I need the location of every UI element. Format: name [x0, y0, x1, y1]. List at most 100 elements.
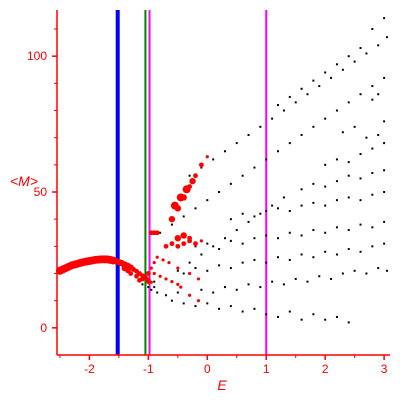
- data-point: [170, 280, 174, 284]
- data-point: [306, 93, 309, 96]
- data-point: [247, 220, 250, 223]
- data-point: [300, 188, 303, 191]
- data-point: [179, 285, 183, 289]
- data-point: [330, 277, 333, 280]
- data-point: [271, 204, 274, 207]
- data-point: [335, 199, 338, 202]
- data-point: [253, 215, 256, 218]
- data-point: [155, 255, 159, 259]
- data-point: [300, 253, 303, 256]
- data-point: [241, 212, 244, 215]
- data-point: [371, 171, 374, 174]
- data-point: [341, 68, 344, 71]
- data-point: [353, 269, 356, 272]
- data-point: [271, 117, 274, 120]
- data-point: [383, 191, 386, 194]
- data-point: [265, 261, 268, 264]
- data-point: [161, 258, 165, 262]
- data-point: [152, 261, 156, 265]
- y-tick-label: 50: [34, 185, 48, 199]
- data-point: [235, 288, 238, 291]
- data-point: [300, 204, 303, 207]
- data-point: [265, 210, 268, 213]
- data-point: [194, 207, 197, 210]
- data-point: [359, 177, 362, 180]
- data-point: [241, 310, 244, 313]
- data-point: [277, 256, 280, 259]
- data-point: [196, 299, 201, 303]
- data-point: [341, 131, 344, 134]
- data-point: [194, 305, 197, 308]
- data-point: [277, 150, 280, 153]
- data-point: [277, 237, 280, 240]
- data-point: [359, 250, 362, 253]
- data-point: [180, 232, 187, 239]
- data-point: [189, 177, 196, 185]
- data-point: [206, 302, 209, 305]
- data-point: [347, 55, 350, 58]
- data-point: [282, 109, 285, 112]
- data-point: [359, 47, 362, 50]
- data-point: [359, 93, 362, 96]
- data-point: [241, 261, 244, 264]
- data-point: [371, 226, 374, 229]
- data-point: [145, 271, 151, 276]
- data-point: [312, 229, 315, 232]
- y-tick-label: 0: [40, 321, 47, 335]
- data-point: [330, 76, 333, 79]
- data-point: [259, 212, 262, 215]
- data-point: [164, 277, 168, 281]
- data-point: [218, 191, 221, 194]
- data-point: [335, 180, 338, 183]
- data-point: [300, 318, 303, 321]
- data-point: [159, 231, 162, 234]
- data-point: [353, 60, 356, 63]
- data-point: [335, 109, 338, 112]
- data-point: [176, 291, 179, 294]
- data-point: [300, 133, 303, 136]
- data-point: [312, 201, 315, 204]
- data-point: [188, 271, 192, 276]
- data-point: [170, 201, 179, 210]
- data-point: [341, 272, 344, 275]
- data-point: [386, 36, 389, 39]
- data-point: [200, 166, 203, 169]
- data-point: [229, 218, 232, 221]
- data-point: [265, 313, 268, 316]
- data-point: [212, 158, 215, 161]
- data-point: [247, 133, 250, 136]
- data-point: [324, 318, 327, 321]
- data-point: [365, 52, 368, 55]
- data-point: [371, 28, 374, 31]
- data-point: [282, 196, 285, 199]
- data-point: [288, 310, 291, 313]
- data-point: [150, 288, 153, 291]
- data-point: [168, 215, 176, 223]
- data-point: [176, 269, 179, 272]
- data-point: [156, 291, 159, 294]
- data-point: [241, 242, 244, 245]
- data-point: [176, 266, 180, 270]
- data-point: [152, 271, 156, 276]
- data-point: [193, 173, 198, 179]
- data-point: [253, 237, 256, 240]
- data-point: [218, 264, 221, 267]
- data-point: [235, 142, 238, 145]
- data-point: [365, 272, 368, 275]
- data-point: [288, 95, 291, 98]
- data-point: [188, 174, 191, 177]
- data-point: [300, 87, 303, 90]
- data-point: [163, 243, 169, 249]
- data-point: [383, 120, 386, 123]
- data-point: [182, 185, 191, 194]
- y-ticks: 0 50 100: [27, 28, 57, 335]
- data-point: [353, 125, 356, 128]
- data-point: [288, 258, 291, 261]
- data-point: [212, 245, 215, 248]
- data-point: [383, 17, 386, 20]
- data-point: [277, 104, 280, 107]
- data-point: [259, 286, 262, 289]
- data-point: [182, 272, 185, 275]
- data-point: [335, 226, 338, 229]
- data-point: [359, 199, 362, 202]
